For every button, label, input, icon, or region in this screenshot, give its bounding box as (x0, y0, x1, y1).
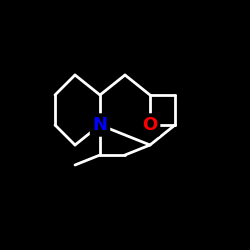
Text: O: O (142, 116, 158, 134)
Text: N: N (92, 116, 108, 134)
